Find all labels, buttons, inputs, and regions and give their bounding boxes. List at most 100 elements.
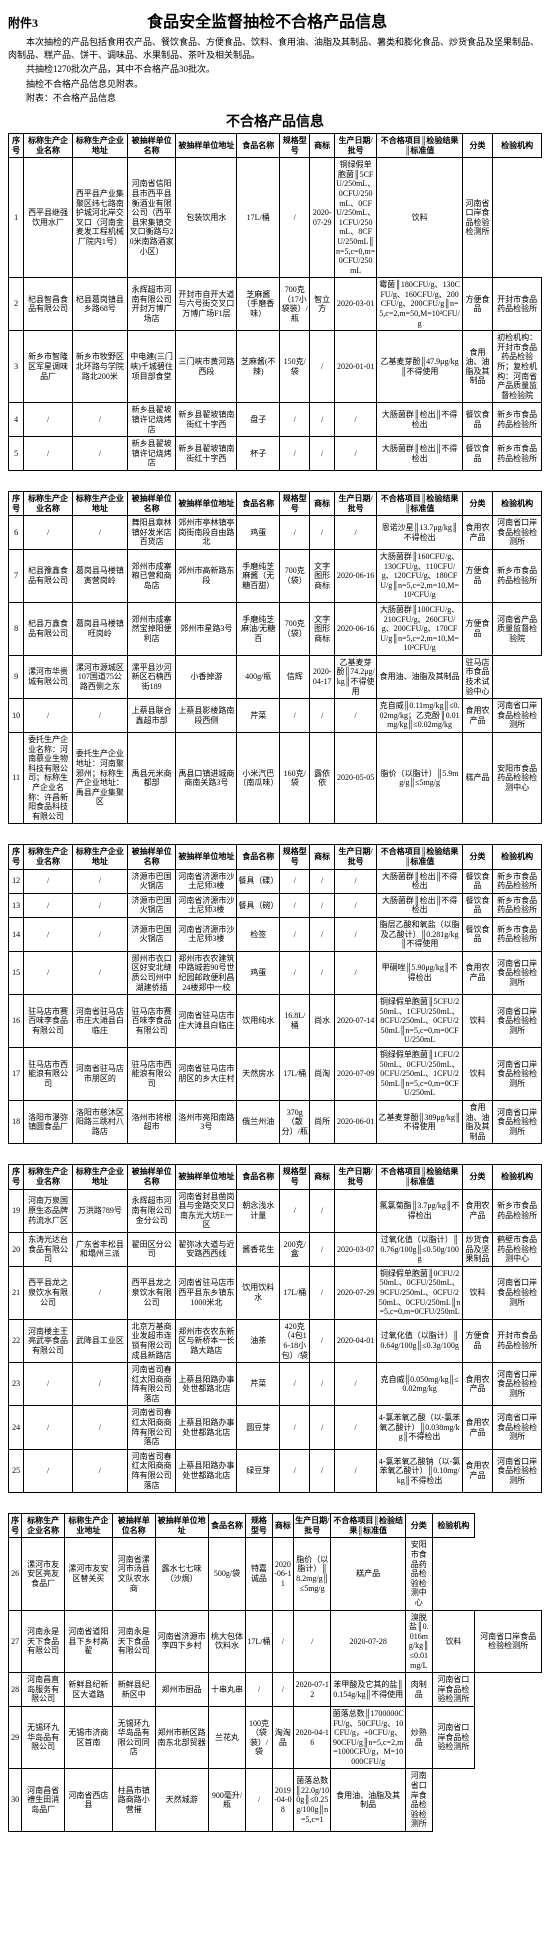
table-cell: / bbox=[334, 869, 377, 893]
column-header: 商标 bbox=[272, 1514, 293, 1538]
table-cell: / bbox=[334, 699, 377, 733]
data-table: 序号标称生产企业名称标称生产企业地址被抽样单位名称被抽样单位地址食品名称规格型号… bbox=[8, 844, 542, 1144]
table-cell: / bbox=[310, 1363, 334, 1406]
column-header: 分类 bbox=[462, 1165, 492, 1189]
table-cell: 饮用纯水 bbox=[237, 995, 280, 1048]
table-cell: 2020-07-09 bbox=[334, 1048, 377, 1101]
table-cell: 芝麻酱(不辣) bbox=[237, 331, 280, 403]
table-cell: 23 bbox=[9, 1363, 24, 1406]
table-cell: 上蔡县阳路办事处世都路北店 bbox=[176, 1449, 237, 1492]
column-header: 规格型号 bbox=[280, 491, 310, 515]
table-cell: 济源市巴国火锅店 bbox=[127, 869, 176, 893]
column-header: 生产日期/批号 bbox=[334, 133, 377, 157]
table-cell: / bbox=[310, 1449, 334, 1492]
column-header: 商标 bbox=[310, 845, 334, 869]
table-cell: 郑州市衣农建筑中路城若90号世纪园邮政便利昌24楼郑中一校 bbox=[176, 951, 237, 994]
table-cell: 过氧化值（以脂计）║0.76g/100g║≤0.50g/100g bbox=[377, 1232, 462, 1266]
column-header: 食品名称 bbox=[237, 1165, 280, 1189]
column-header: 不合格项目║检验结果║标准值 bbox=[377, 491, 462, 515]
data-table: 序号标称生产企业名称标称生产企业地址被抽样单位名称被抽样单位地址食品名称规格型号… bbox=[8, 1513, 542, 1832]
table-cell: 8 bbox=[9, 602, 24, 655]
table-cell: 委托生产企业名称：河南慕业生物科技有限公司；标称生产企业名称：许昌新阳食品科技有… bbox=[24, 733, 73, 824]
column-header: 序号 bbox=[9, 491, 24, 515]
table-cell: 洛阳市慈沐区阳路三跳村八路店 bbox=[72, 1101, 127, 1144]
table-cell: 食用油、油脂及其制品 bbox=[462, 331, 492, 403]
table-cell: 河南省驻马店市朋区的 bbox=[72, 1048, 127, 1101]
data-table: 序号标称生产企业名称标称生产企业地址被抽样单位名称被抽样单位地址食品名称规格型号… bbox=[8, 133, 542, 471]
table-cell: 上蔡县影楼路南段西侧 bbox=[176, 699, 237, 733]
table-cell: 信辉 bbox=[280, 655, 310, 698]
table-cell: 智立方 bbox=[310, 278, 334, 331]
column-header: 规格型号 bbox=[280, 1165, 310, 1189]
table-cell: / bbox=[24, 951, 73, 994]
column-header: 被抽样单位地址 bbox=[155, 1514, 208, 1538]
column-header: 被抽样单位地址 bbox=[176, 491, 237, 515]
intro-line-2: 共抽检1270批次产品，其中不合格产品30批次。 bbox=[8, 63, 542, 76]
table-cell: 柱昌市镇路商路小营摧 bbox=[112, 1769, 155, 1832]
table-cell: 河南省道阳县下乡村高翟 bbox=[64, 1610, 112, 1673]
table-cell: / bbox=[280, 869, 310, 893]
table-cell: 中电建(三门峡)千城碧住项目部食堂 bbox=[127, 331, 176, 403]
table-cell: / bbox=[334, 437, 377, 471]
table-cell: 2020-03-01 bbox=[334, 278, 377, 331]
table-cell: 700克（袋） bbox=[280, 602, 310, 655]
table-row: 16驻马店市赛百味李食品有限公司河南省驻马店市庄大滩县白临庄驻马店市赛百味李食品… bbox=[9, 995, 542, 1048]
table-cell: 150克/袋 bbox=[280, 331, 310, 403]
table-cell: 河南昌省禮生田消岛品厂 bbox=[22, 1769, 65, 1832]
table-row: 27河南永是天下食品有限公司河南省道阳县下乡村高翟河南永是天下食品有限公司河南省… bbox=[9, 1610, 542, 1673]
table-cell: 饮用饮料水 bbox=[237, 1266, 280, 1319]
table-cell: 河南省司春红太阳商商阵有限公司落店 bbox=[127, 1449, 176, 1492]
table-row: 15//郧州市衣口区好安北缝质公司州中湖建侨插郑州市衣农建筑中路城若90号世纪园… bbox=[9, 951, 542, 994]
table-cell: / bbox=[72, 516, 127, 550]
column-header: 标称生产企业地址 bbox=[72, 1165, 127, 1189]
table-row: 12//济源市巴国火锅店河南省济源市沙土尼师3楼餐具（碟）///大肠菌群║检出║… bbox=[9, 869, 542, 893]
table-cell: / bbox=[310, 699, 334, 733]
table-cell: 天然房水 bbox=[237, 1048, 280, 1101]
table-cell: 脂价（以脂计）║8.2mg/g║≤5mg/g bbox=[294, 1538, 331, 1610]
table-cell: 天然城游 bbox=[155, 1769, 208, 1832]
table-cell: 3 bbox=[9, 331, 24, 403]
table-cell: / bbox=[24, 1406, 73, 1449]
table-cell: / bbox=[72, 1363, 127, 1406]
column-header: 被抽样单位名称 bbox=[127, 1165, 176, 1189]
table-cell: 河南省口岸食品检验检测所 bbox=[405, 1769, 432, 1832]
table-cell: 鸡蛋 bbox=[237, 516, 280, 550]
table-cell: / bbox=[310, 516, 334, 550]
table-cell: 河南省济源市李四下乡村 bbox=[155, 1610, 208, 1673]
table-cell: 过氧化值（以脂计）║0.64g/100g║≤0.3g/100g bbox=[377, 1319, 462, 1362]
table-cell: 小米汽巴（南瓜味） bbox=[237, 733, 280, 824]
table-cell: / bbox=[72, 1406, 127, 1449]
table-cell: 17L/桶 bbox=[280, 1266, 310, 1319]
table-cell: 28 bbox=[9, 1673, 22, 1707]
table-row: 13//济源市巴国火锅店河南省济源市沙土尼师3楼餐具（碗）///大肠菌群║检出║… bbox=[9, 893, 542, 917]
table-cell: 北京万基商业发超市连锁有限公司成县新路店 bbox=[127, 1319, 176, 1362]
table-cell: 朝念浅水计量 bbox=[237, 1189, 280, 1232]
table-cell: 河南永是天下食品有限公司 bbox=[22, 1610, 65, 1673]
table-cell: 溴脱盐║0.016mg/kg║≤0.01mg/L bbox=[405, 1610, 432, 1673]
table-cell: 大肠菌群║检出║不得检出 bbox=[377, 437, 462, 471]
table-cell: 西平县龙之泉饮水有限公司 bbox=[24, 1266, 73, 1319]
table-row: 3新乡市智隆区军星调味品厂新乡市牧野区北环路与学院路北200米中电建(三门峡)千… bbox=[9, 331, 542, 403]
table-cell: 2 bbox=[9, 278, 24, 331]
table-cell: 河南省口岸食品检验检测所 bbox=[493, 1266, 542, 1319]
table-cell: 上蔡县阳路办事处世都路北店 bbox=[176, 1406, 237, 1449]
table-cell: 淘淘品 bbox=[272, 1706, 293, 1769]
table-cell: 杞县豫鑫食品有限公司 bbox=[24, 549, 73, 602]
column-header: 不合格项目║检验结果║标准值 bbox=[331, 1514, 406, 1538]
table-cell: 郊州市成寨然宝掉阳便利店 bbox=[127, 602, 176, 655]
table-cell: 14 bbox=[9, 917, 24, 951]
table-cell: / bbox=[280, 1189, 310, 1232]
table-cell: 包装饮用水 bbox=[176, 158, 237, 278]
table-cell: / bbox=[310, 437, 334, 471]
table-cell: 鹤壁市食品药品检验检测中心 bbox=[493, 1232, 542, 1266]
table-cell: 食用油、油脂及其制品 bbox=[377, 655, 462, 698]
table-cell: 东涛光达台食品有限公司 bbox=[24, 1232, 73, 1266]
table-cell: 漯河市华贵城有限公司 bbox=[24, 655, 73, 698]
table-cell: / bbox=[334, 951, 377, 994]
table-cell: 方便食品 bbox=[462, 549, 492, 602]
table-cell: 17 bbox=[9, 1048, 24, 1101]
table-cell: 食用农产品 bbox=[462, 699, 492, 733]
table-cell: 开封市食品药品检验所 bbox=[493, 1319, 542, 1362]
table-cell: / bbox=[310, 869, 334, 893]
table-cell: 河南省口岸食品检验检测所 bbox=[462, 158, 492, 278]
